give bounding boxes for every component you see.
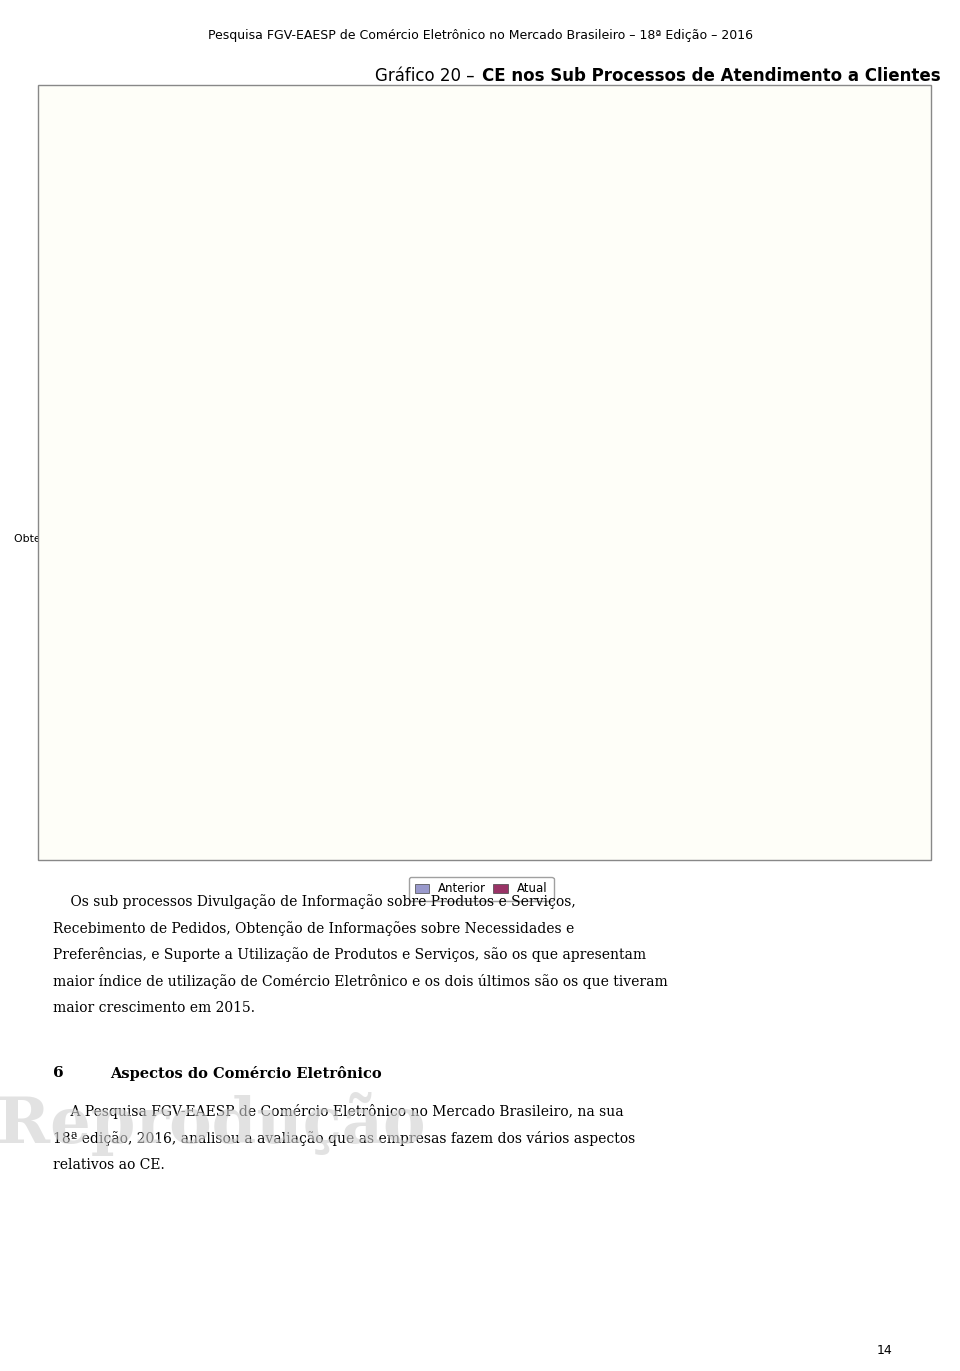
Text: 34,55%: 34,55% bbox=[556, 609, 598, 618]
Text: 75,99%: 75,99% bbox=[808, 458, 851, 468]
Text: maior crescimento em 2015.: maior crescimento em 2015. bbox=[53, 1001, 254, 1015]
Text: Gráfico 20 –: Gráfico 20 – bbox=[375, 67, 480, 85]
Text: Preferências, e Suporte a Utilização de Produtos e Serviços, são os que apresent: Preferências, e Suporte a Utilização de … bbox=[53, 947, 646, 962]
Text: CE nos Sub Processos de Atendimento a Clientes: CE nos Sub Processos de Atendimento a Cl… bbox=[482, 67, 941, 85]
Bar bbox=[747, 518, 803, 558]
Text: 80,54%: 80,54% bbox=[836, 760, 878, 769]
Text: 75,65%: 75,65% bbox=[806, 533, 849, 543]
Text: 38,14%: 38,14% bbox=[577, 307, 619, 317]
Text: Reprodução: Reprodução bbox=[0, 1093, 425, 1156]
Text: 52,98%: 52,98% bbox=[668, 684, 710, 694]
Bar bbox=[582, 217, 609, 256]
Text: Pesquisa FGV-EAESP de Comércio Eletrônico no Mercado Brasileiro – 18ª Edição – 2: Pesquisa FGV-EAESP de Comércio Eletrônic… bbox=[207, 29, 753, 43]
Bar bbox=[341, 443, 804, 483]
Bar bbox=[341, 217, 582, 256]
Text: maior índice de utilização de Comércio Eletrônico e os dois últimos são os que t: maior índice de utilização de Comércio E… bbox=[53, 973, 667, 988]
Text: Recebimento de Pedidos, Obtenção de Informações sobre Necessidades e: Recebimento de Pedidos, Obtenção de Info… bbox=[53, 921, 574, 935]
Bar bbox=[341, 367, 567, 407]
Text: 37,11%: 37,11% bbox=[571, 383, 613, 392]
Text: 75,18%: 75,18% bbox=[804, 156, 846, 166]
Legend: Anterior, Atual: Anterior, Atual bbox=[409, 876, 554, 901]
Text: Aspectos do Comércio Eletrônico: Aspectos do Comércio Eletrônico bbox=[110, 1067, 382, 1080]
Bar bbox=[341, 669, 636, 709]
Bar bbox=[341, 141, 753, 181]
Text: 43,88%: 43,88% bbox=[612, 232, 655, 241]
Bar bbox=[636, 669, 664, 709]
Text: Os sub processos Divulgação de Informação sobre Produtos e Serviços,: Os sub processos Divulgação de Informaçã… bbox=[53, 894, 576, 909]
Text: 14: 14 bbox=[877, 1345, 893, 1357]
Text: relativos ao CE.: relativos ao CE. bbox=[53, 1157, 164, 1172]
Text: 18ª edição, 2016, analisou a avaliação que as empresas fazem dos vários aspectos: 18ª edição, 2016, analisou a avaliação q… bbox=[53, 1131, 636, 1146]
Text: A Pesquisa FGV-EAESP de Comércio Eletrônico no Mercado Brasileiro, na sua: A Pesquisa FGV-EAESP de Comércio Eletrôn… bbox=[53, 1105, 623, 1119]
Bar bbox=[753, 141, 800, 181]
Bar bbox=[341, 744, 768, 784]
Bar bbox=[341, 594, 552, 633]
Bar bbox=[341, 292, 551, 332]
Bar bbox=[341, 518, 747, 558]
Text: 6: 6 bbox=[53, 1067, 63, 1080]
Bar bbox=[551, 292, 574, 332]
Bar bbox=[768, 744, 832, 784]
